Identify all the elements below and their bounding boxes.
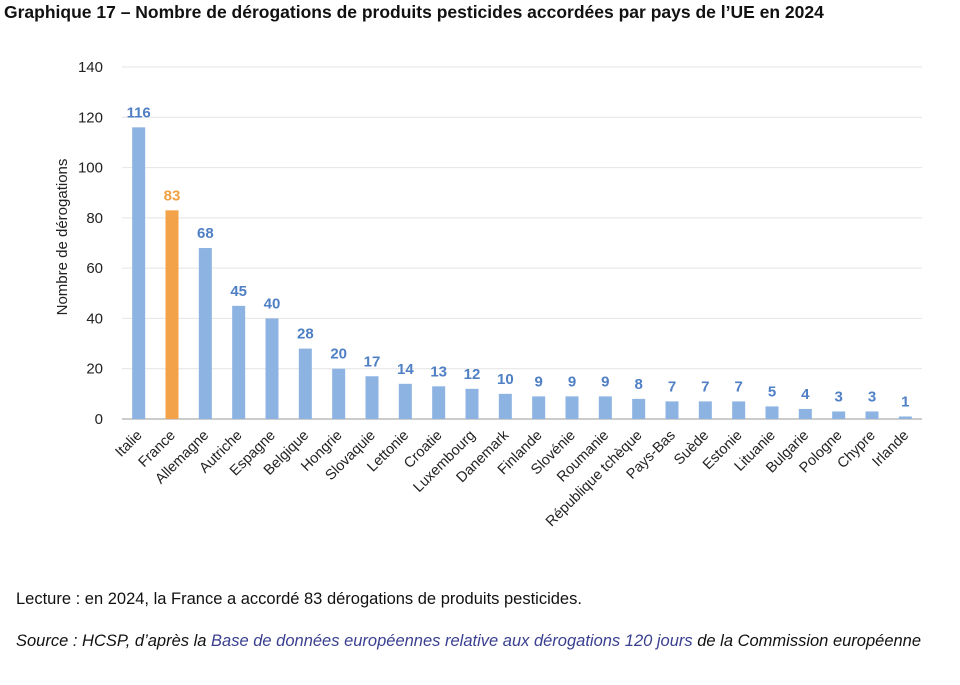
- bar-chypre: [865, 411, 879, 419]
- gridlines: [122, 66, 922, 420]
- data-label: 9: [568, 373, 576, 390]
- bar-luxembourg: [465, 388, 479, 419]
- data-label: 83: [164, 187, 181, 204]
- data-label: 40: [264, 295, 281, 312]
- source-prefix: Source : HCSP, d’après la: [16, 632, 212, 650]
- data-label: 8: [634, 376, 642, 393]
- bar-bulgarie: [798, 408, 812, 419]
- y-tick-label: 140: [78, 59, 103, 76]
- bar-slovénie: [565, 396, 579, 419]
- bar-république-tchèque: [632, 398, 646, 419]
- y-tick-label: 100: [78, 160, 103, 177]
- y-tick-label: 60: [86, 260, 103, 277]
- bar-lituanie: [765, 406, 779, 419]
- data-label: 12: [464, 366, 481, 383]
- x-tick-label: Irlande: [869, 428, 912, 471]
- y-tick-label: 80: [86, 210, 103, 227]
- bar-slovaquie: [365, 376, 379, 419]
- data-label: 3: [834, 388, 842, 405]
- data-label: 28: [297, 326, 314, 343]
- bar-finlande: [532, 396, 546, 419]
- source-suffix: de la Commission européenne: [692, 632, 922, 650]
- x-tick-label: Chypre: [834, 428, 878, 472]
- bar-belgique: [298, 348, 312, 419]
- y-axis-label: Nombre de dérogations: [54, 159, 71, 316]
- source-note: Source : HCSP, d’après la Base de donnée…: [16, 628, 936, 654]
- data-label: 7: [734, 378, 742, 395]
- bar-hongrie: [332, 368, 346, 419]
- data-label: 116: [127, 104, 151, 121]
- bar-espagne: [265, 318, 279, 419]
- data-label: 3: [868, 388, 876, 405]
- x-axis-ticks: ItalieFranceAllemagneAutricheEspagneBelg…: [113, 427, 913, 530]
- data-label: 20: [330, 346, 347, 363]
- y-tick-label: 40: [86, 310, 103, 327]
- data-label: 1: [901, 393, 909, 410]
- bars: [132, 127, 912, 419]
- data-label: 9: [601, 373, 609, 390]
- bar-lettonie: [398, 383, 412, 419]
- data-labels: 116 83 68 45 40 28 20 17 14 13 12 10 9 9 9 8 7 7 7 5 4 3 3 1: [127, 104, 910, 410]
- data-label: 14: [397, 361, 414, 378]
- data-label: 10: [497, 371, 514, 388]
- y-tick-label: 120: [78, 109, 103, 126]
- data-label: 7: [701, 378, 709, 395]
- chart-title: Graphique 17 – Nombre de dérogations de …: [4, 2, 824, 22]
- data-label: 45: [230, 283, 247, 300]
- bar-autriche: [232, 305, 246, 419]
- data-label: 9: [534, 373, 542, 390]
- y-axis-ticks: 0 20 40 60 80 100 120 140: [78, 59, 103, 428]
- data-label: 17: [364, 353, 381, 370]
- bar-pays-bas: [665, 401, 679, 419]
- data-label: 5: [768, 383, 776, 400]
- data-label: 13: [430, 363, 447, 380]
- source-link[interactable]: Base de données européennes relative aux…: [211, 632, 693, 650]
- reading-note: Lecture : en 2024, la France a accordé 8…: [16, 590, 582, 608]
- data-label: 7: [668, 378, 676, 395]
- bar-irlande: [898, 416, 912, 419]
- bar-croatie: [432, 386, 446, 419]
- bar-italie: [132, 127, 146, 419]
- bar-suède: [698, 401, 712, 419]
- bar-danemark: [498, 393, 512, 419]
- bar-pologne: [832, 411, 846, 419]
- bar-roumanie: [598, 396, 612, 419]
- bar-allemagne: [198, 248, 212, 419]
- data-label: 4: [801, 386, 810, 403]
- y-tick-label: 0: [95, 411, 103, 428]
- bar-estonie: [732, 401, 746, 419]
- bar-france: [165, 210, 179, 419]
- data-label: 68: [197, 225, 214, 242]
- y-tick-label: 20: [86, 361, 103, 378]
